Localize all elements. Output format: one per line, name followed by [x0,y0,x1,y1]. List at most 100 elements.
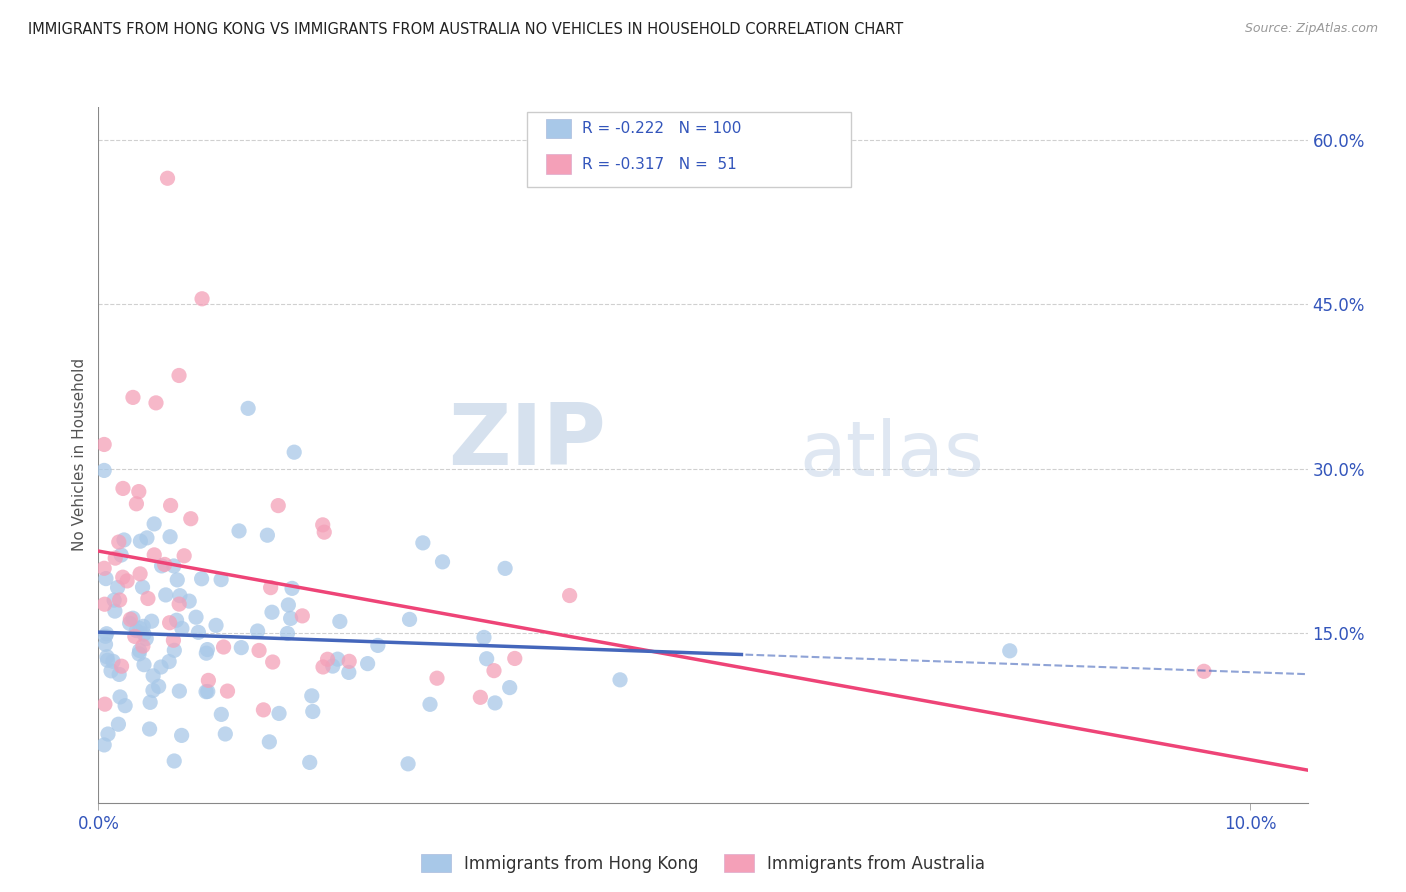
Point [426,671,449,685]
Text: Source: ZipAtlas.com: Source: ZipAtlas.com [1244,22,1378,36]
Point [277,598,299,612]
Point [276,626,298,640]
Point [136,591,159,606]
Point [124,629,146,643]
Point [356,657,378,671]
Point [267,706,290,721]
Point [145,396,167,410]
Point [125,624,148,638]
Point [169,589,191,603]
Point [128,484,150,499]
Point [231,640,253,655]
Point [114,698,136,713]
Point [153,558,176,572]
Point [190,572,212,586]
Point [209,707,232,722]
Point [187,625,209,640]
Point [143,516,166,531]
Point [247,643,270,657]
Point [173,549,195,563]
Point [256,528,278,542]
Point [322,659,344,673]
Point [503,651,526,665]
Point [260,605,283,619]
Point [214,727,236,741]
Point [155,588,177,602]
Point [139,695,162,709]
Point [163,558,186,573]
Point [97,727,120,741]
Point [159,530,181,544]
Point [283,445,305,459]
Point [484,696,506,710]
Point [236,401,259,416]
Point [129,534,152,549]
Point [301,705,323,719]
Point [156,171,179,186]
Point [143,548,166,562]
Point [195,684,218,698]
Point [558,589,581,603]
Point [93,738,115,752]
Point [103,593,125,607]
Point [131,580,153,594]
Point [281,582,304,596]
Point [107,581,129,595]
Point [195,646,218,660]
Point [337,654,360,668]
Point [94,629,117,643]
Point [112,533,135,547]
Point [125,497,148,511]
Point [135,632,157,646]
Point [94,572,117,586]
Point [110,659,132,673]
Point [301,689,323,703]
Point [107,717,129,731]
Point [118,616,141,631]
Point [101,654,124,668]
Point [337,665,360,680]
Point [129,622,152,636]
Text: atlas: atlas [800,418,984,491]
Point [132,627,155,641]
Point [259,735,281,749]
Point [159,615,181,630]
Point [150,660,173,674]
Point [312,517,335,532]
Point [93,597,115,611]
Legend: Immigrants from Hong Kong, Immigrants from Australia: Immigrants from Hong Kong, Immigrants fr… [415,847,991,880]
Point [472,631,495,645]
Point [184,610,207,624]
Point [159,499,181,513]
Y-axis label: No Vehicles in Household: No Vehicles in Household [72,359,87,551]
Point [197,673,219,688]
Point [170,622,193,636]
Point [167,368,190,383]
Point [157,655,180,669]
Point [291,608,314,623]
Point [132,657,155,672]
Point [108,667,131,681]
Point [396,756,419,771]
Point [115,574,138,588]
Point [104,551,127,566]
Text: R = -0.222   N = 100: R = -0.222 N = 100 [582,121,741,136]
Point [96,653,118,667]
Point [120,612,142,626]
Point [93,437,115,451]
Point [142,683,165,698]
Point [470,690,492,705]
Point [122,611,145,625]
Point [482,664,505,678]
Point [367,639,389,653]
Point [93,561,115,575]
Point [252,703,274,717]
Point [100,664,122,678]
Point [93,463,115,477]
Point [142,669,165,683]
Point [132,639,155,653]
Point [170,728,193,742]
Point [129,566,152,581]
Point [141,614,163,628]
Text: IMMIGRANTS FROM HONG KONG VS IMMIGRANTS FROM AUSTRALIA NO VEHICLES IN HOUSEHOLD : IMMIGRANTS FROM HONG KONG VS IMMIGRANTS … [28,22,904,37]
